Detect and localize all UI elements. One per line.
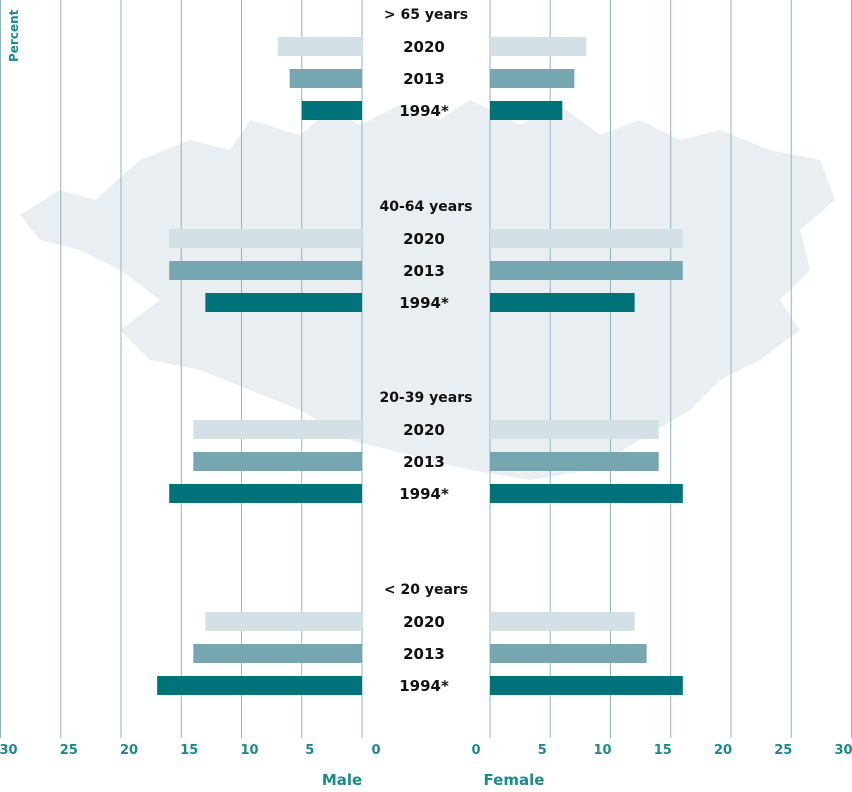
year-label-3-2: 1994* [399,677,449,695]
female-side-label: Female [484,771,545,789]
tick-label-female-15: 15 [654,743,672,758]
bar-male-3-2 [157,676,362,695]
tick-label-male-15: 15 [180,743,198,758]
bar-male-2-2 [169,484,362,503]
bar-male-1-2 [205,293,362,312]
tick-label-male-30: 30 [0,743,18,758]
bar-female-0-0 [490,37,587,56]
bar-male-2-0 [193,420,362,439]
male-side-label: Male [322,771,362,789]
tick-label-female-5: 5 [538,743,547,758]
group-label-3: < 20 years [384,582,468,598]
bar-female-1-2 [490,293,635,312]
year-label-3-0: 2020 [403,613,445,631]
tick-label-male-10: 10 [240,743,258,758]
tick-label-female-30: 30 [834,743,852,758]
iceland-map-background [20,100,835,480]
bar-male-0-1 [289,69,362,88]
year-label-3-1: 2013 [403,645,445,663]
year-label-2-1: 2013 [403,453,445,471]
bar-female-0-1 [490,69,575,88]
year-label-1-2: 1994* [399,294,449,312]
tick-label-male-5: 5 [305,743,314,758]
bar-female-1-1 [490,261,683,280]
year-label-1-0: 2020 [403,230,445,248]
tick-label-female-25: 25 [774,743,792,758]
year-label-0-2: 1994* [399,102,449,120]
bar-male-3-0 [205,612,362,631]
bar-male-1-0 [169,229,362,248]
y-axis-label: Percent [7,9,21,62]
bar-female-2-2 [490,484,683,503]
year-label-1-1: 2013 [403,262,445,280]
bar-female-3-0 [490,612,635,631]
category-labels: > 65 years 2020 2013 1994* 40-64 years 2020 20… [380,7,473,695]
bar-female-1-0 [490,229,683,248]
year-label-2-0: 2020 [403,421,445,439]
bar-male-1-1 [169,261,362,280]
year-label-0-0: 2020 [403,38,445,56]
group-label-1: 40-64 years [380,199,473,215]
bar-female-3-1 [490,644,647,663]
tick-labels: 0 0 5 5 10 10 15 15 20 20 25 25 30 30 [0,743,852,758]
bar-female-2-0 [490,420,659,439]
group-label-2: 20-39 years [380,390,473,406]
year-label-0-1: 2013 [403,70,445,88]
bar-female-0-2 [490,101,563,120]
tick-label-male-0: 0 [371,743,380,758]
bars [157,37,683,695]
bar-male-2-1 [193,452,362,471]
bar-male-3-1 [193,644,362,663]
tick-label-male-20: 20 [120,743,138,758]
bar-female-3-2 [490,676,683,695]
tick-label-female-10: 10 [593,743,611,758]
tick-label-female-20: 20 [714,743,732,758]
bar-female-2-1 [490,452,659,471]
bar-male-0-2 [301,101,362,120]
tick-label-male-25: 25 [60,743,78,758]
tick-label-female-0: 0 [471,743,480,758]
bar-male-0-0 [277,37,362,56]
group-label-0: > 65 years [384,7,468,23]
year-label-2-2: 1994* [399,485,449,503]
